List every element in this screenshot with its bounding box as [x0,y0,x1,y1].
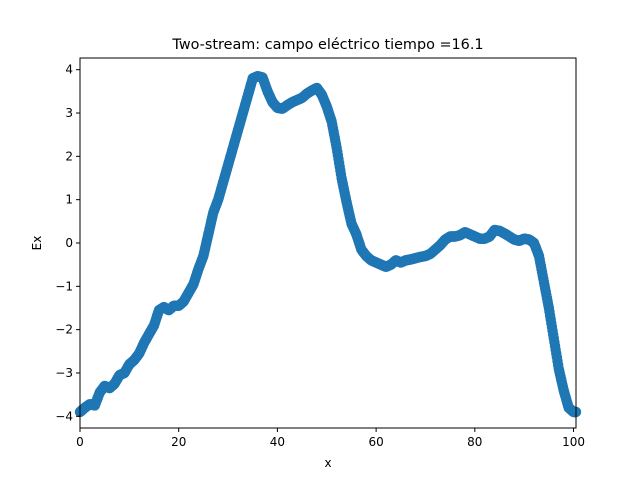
y-tick-label: 3 [65,106,73,120]
x-axis-label: x [324,456,331,470]
y-tick-label: 0 [65,236,73,250]
plot-frame [79,57,577,429]
y-tick-label: 4 [65,63,73,77]
axis-ticks: 0 20 40 60 80 100 −4 −3 −2 −1 0 1 2 3 4 [55,63,585,449]
x-tick-label: 20 [171,435,186,449]
x-tick-label: 60 [368,435,383,449]
x-tick-label: 80 [467,435,482,449]
y-tick-label: −2 [55,323,73,337]
y-tick-label: 2 [65,149,73,163]
y-tick-label: 1 [65,193,73,207]
y-axis-label: Ex [30,236,44,251]
y-tick-label: −3 [55,366,73,380]
x-tick-label: 100 [562,435,585,449]
y-tick-label: −4 [55,409,73,423]
chart-title: Two-stream: campo eléctrico tiempo =16.1 [171,37,483,53]
y-tick-label: −1 [55,279,73,293]
x-tick-label: 0 [76,435,84,449]
x-tick-label: 40 [270,435,285,449]
